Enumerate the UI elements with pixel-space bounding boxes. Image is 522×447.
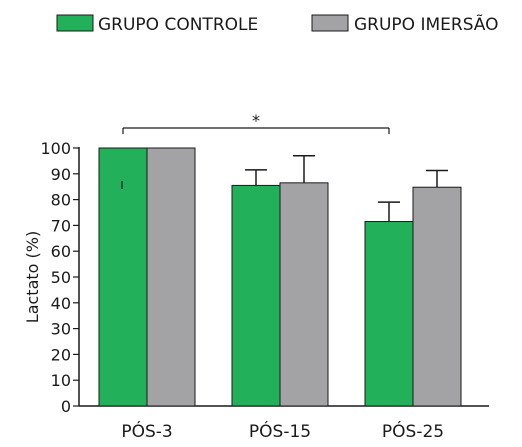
bar-imersao-2 [412,186,462,407]
y-tick-label: 80 [51,191,71,210]
legend-swatch-imersao [311,14,349,32]
y-tick-label: 0 [61,397,71,416]
y-tick-label: 60 [51,242,71,261]
bar-controle-2 [364,221,414,407]
legend-swatch-controle [56,14,94,32]
significance-star: * [252,111,260,130]
bar-controle-1 [231,184,281,407]
y-tick-label: 20 [51,345,71,364]
y-tick-label: 50 [51,268,71,287]
x-tick-label: PÓS-3 [121,420,172,442]
y-tick-label: 90 [51,165,71,184]
y-tick-label: 10 [51,371,71,390]
bar-imersao-0 [146,147,196,407]
x-tick-label: PÓS-15 [249,420,311,442]
bar-imersao-1 [279,182,329,407]
legend-label-imersao: GRUPO IMERSÃO [354,13,499,35]
y-tick-label: 40 [51,294,71,313]
y-tick-label: 30 [51,320,71,339]
y-tick-label: 70 [51,216,71,235]
bar-controle-0 [98,147,148,407]
y-tick-label: 100 [40,139,71,158]
y-axis-label: Lactato (%) [23,231,42,323]
x-tick-label: PÓS-25 [382,420,444,442]
legend-label-controle: GRUPO CONTROLE [98,15,258,35]
